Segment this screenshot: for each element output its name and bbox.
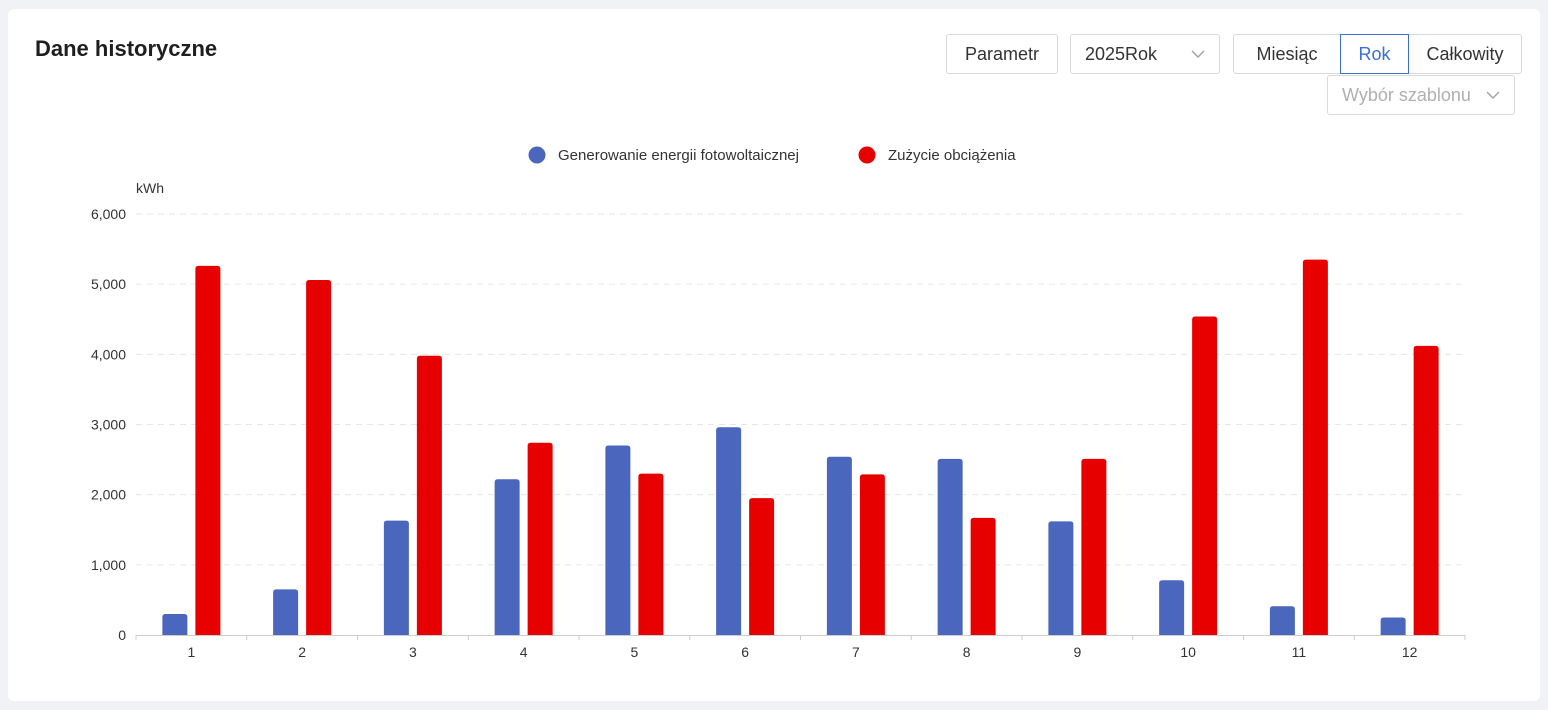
bar-load-consumption [859,474,885,635]
grid-lines [136,213,1465,566]
template-select-placeholder: Wybór szablonu [1342,84,1471,105]
x-tick-label: 9 [1073,644,1081,660]
y-tick-label: 1,000 [91,557,126,573]
bar-load-consumption [1192,316,1218,635]
y-tick-label: 2,000 [91,487,126,503]
x-tick-label: 6 [741,644,749,660]
y-tick-label: 6,000 [91,206,126,222]
legend-label: Generowanie energii fotowoltaicznej [558,147,799,164]
y-tick-label: 0 [118,627,126,643]
tab-year[interactable]: Rok [1340,34,1409,74]
bar-load-consumption [749,498,775,635]
bar-pv-generation [494,479,520,635]
tab-total[interactable]: Całkowity [1408,34,1522,74]
bar-pv-generation [1269,606,1295,635]
bar-load-consumption [1302,259,1328,635]
bar-load-consumption [638,473,664,635]
x-tick-label: 11 [1292,644,1307,660]
x-tick-label: 3 [409,644,417,660]
x-tick-label: 1 [187,644,195,660]
page-title: Dane historyczne [35,36,218,61]
x-tick-label: 5 [630,644,638,660]
y-tick-label: 5,000 [91,276,126,292]
bar-pv-generation [162,613,188,635]
x-tick-label: 10 [1180,644,1196,660]
legend-label: Zużycie obciążenia [888,147,1016,164]
tab-month[interactable]: Miesiąc [1233,34,1341,74]
legend-marker [858,146,876,164]
bar-pv-generation [716,427,742,635]
bar-load-consumption [1081,458,1107,635]
bar-load-consumption [416,355,442,635]
year-select-value: 2025Rok [1085,43,1158,64]
chevron-down-icon [1191,50,1205,58]
bar-pv-generation [1159,580,1185,635]
bar-load-consumption [970,517,996,635]
bar-pv-generation [1380,617,1406,635]
template-select[interactable]: Wybór szablonu [1327,75,1515,115]
bar-pv-generation [826,456,852,635]
bar-pv-generation [1048,521,1074,635]
bar-pv-generation [605,445,631,635]
parameter-button[interactable]: Parametr [946,34,1058,74]
legend-marker [528,146,546,164]
bar-load-consumption [306,279,332,635]
bar-load-consumption [1413,345,1439,635]
x-tick-label: 4 [520,644,528,660]
bar-load-consumption [527,442,553,635]
x-tick-label: 7 [852,644,860,660]
bar-pv-generation [937,458,963,635]
x-tick-label: 8 [963,644,971,660]
x-tick-label: 2 [298,644,306,660]
chevron-down-icon [1486,91,1500,99]
period-toggle: Miesiąc Rok Całkowity [1233,34,1522,74]
bar-pv-generation [383,520,409,635]
bar-pv-generation [273,589,299,635]
y-tick-label: 4,000 [91,346,126,362]
bars [162,259,1439,635]
year-select[interactable]: 2025Rok [1070,34,1220,74]
y-tick-label: 3,000 [91,417,126,433]
y-axis-label: kWh [136,180,164,196]
x-tick-label: 12 [1402,644,1418,660]
legend: Generowanie energii fotowoltaicznej Zużyc… [528,146,1016,164]
bar-load-consumption [195,265,221,635]
